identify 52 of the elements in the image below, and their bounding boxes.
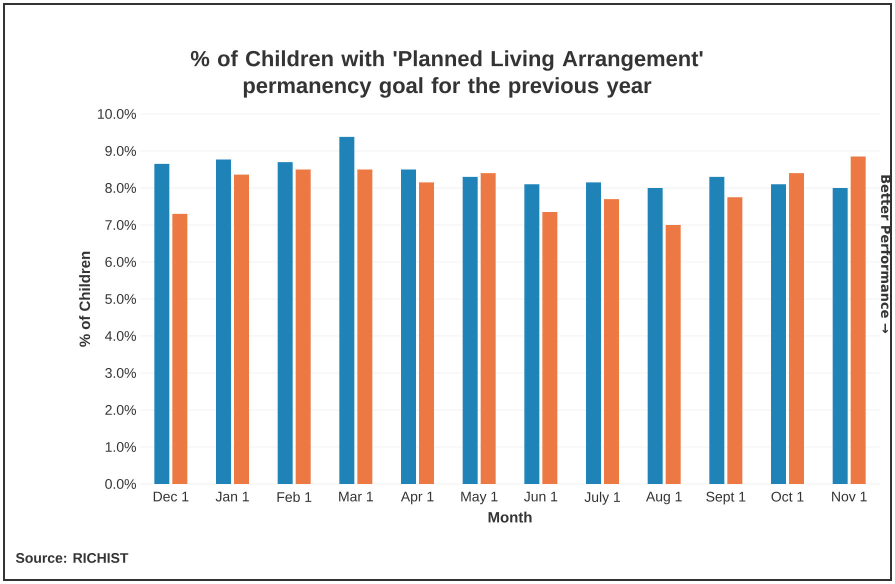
x-tick-label: July 1 <box>584 492 620 505</box>
y-tick-label: 6.0% <box>105 257 136 267</box>
bar <box>357 169 372 484</box>
bar <box>216 159 232 484</box>
text: Better Performance → <box>880 175 892 334</box>
x-tick-label: Jun 1 <box>524 492 558 502</box>
bar <box>278 162 293 484</box>
y-tick-label: 10.0% <box>98 109 136 119</box>
x-tick-label: Feb 1 <box>277 492 312 502</box>
y-tick-label: 0.0% <box>105 479 136 489</box>
y-axis-title: % of Children <box>79 252 90 347</box>
y-tick-label: 5.0% <box>105 294 136 304</box>
bar <box>401 169 416 484</box>
bar <box>462 176 478 484</box>
y-tick-label: 9.0% <box>105 146 136 156</box>
bar <box>586 182 602 484</box>
y-tick-label: 7.0% <box>105 220 136 230</box>
x-tick-label: Sept 1 <box>706 492 746 504</box>
x-axis-title: Month <box>488 512 532 523</box>
y-tick-label: 3.0% <box>105 368 136 378</box>
bar <box>604 199 620 484</box>
bar <box>666 224 681 484</box>
source-note: Source: RICHIST <box>16 553 128 563</box>
bar <box>850 156 866 484</box>
x-tick-label: Jan 1 <box>216 492 249 502</box>
bar <box>789 173 804 484</box>
y-tick-label: 2.0% <box>105 405 136 415</box>
bar <box>154 164 170 484</box>
bar <box>832 188 848 484</box>
bar <box>234 174 250 484</box>
bar <box>480 173 496 484</box>
bar <box>172 214 188 484</box>
x-tick-label: Aug 1 <box>646 492 682 504</box>
bar <box>727 197 742 484</box>
x-tick-label: Oct 1 <box>772 492 804 502</box>
bar <box>648 188 663 484</box>
bar <box>419 182 434 484</box>
bar <box>542 212 558 484</box>
bar <box>771 184 786 484</box>
x-tick-label: Dec 1 <box>154 492 188 502</box>
bar <box>296 169 311 484</box>
bar <box>524 184 540 484</box>
x-tick-label: Nov 1 <box>832 492 867 502</box>
y-tick-label: 4.0% <box>105 331 136 341</box>
x-tick-label: May 1 <box>461 492 498 504</box>
bar <box>709 176 724 484</box>
y-tick-label: 8.0% <box>105 183 136 193</box>
chart-title: % of Children with 'Planned Living Arrangement' permanency goal for the previous year <box>190 50 703 98</box>
x-tick-label: Mar 1 <box>339 492 373 502</box>
bar <box>339 136 354 484</box>
x-tick-label: Apr 1 <box>400 492 434 504</box>
y-tick-label: 1.0% <box>106 442 136 452</box>
